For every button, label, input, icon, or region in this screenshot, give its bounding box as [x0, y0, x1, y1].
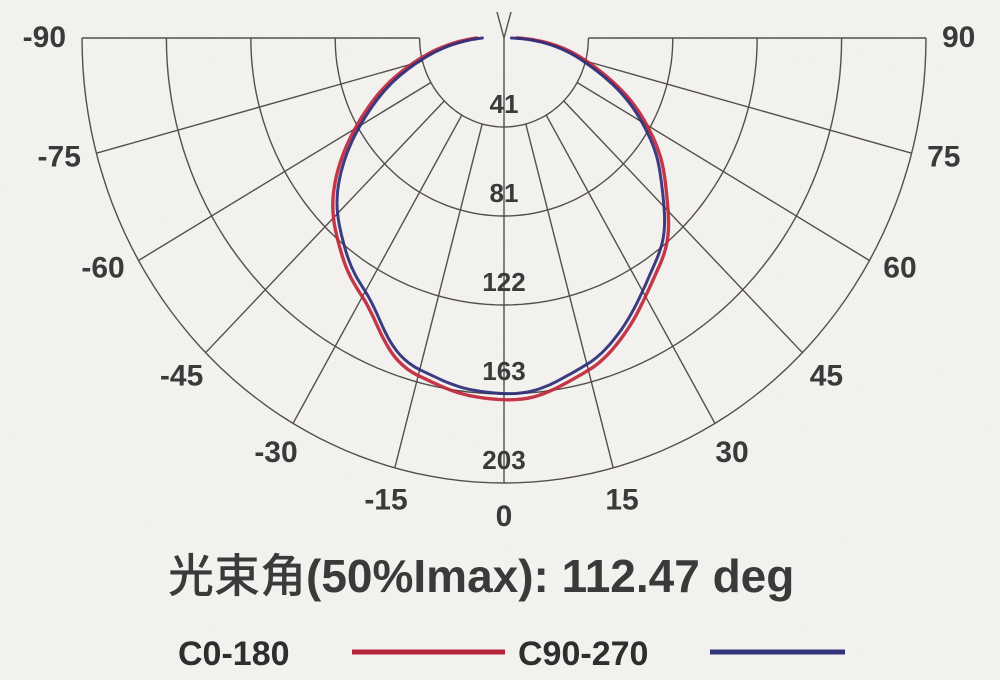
svg-text:122: 122 — [482, 267, 525, 297]
svg-text:-30: -30 — [254, 436, 297, 469]
svg-text:-15: -15 — [364, 484, 407, 517]
svg-text:C0-180: C0-180 — [178, 635, 290, 673]
svg-text:C90-270: C90-270 — [518, 635, 648, 673]
svg-text:163: 163 — [482, 356, 525, 386]
svg-text:30: 30 — [715, 436, 748, 469]
svg-text:60: 60 — [883, 252, 916, 285]
svg-text:81: 81 — [490, 178, 519, 208]
svg-text:203: 203 — [482, 445, 525, 475]
svg-text:-75: -75 — [38, 140, 81, 173]
svg-text:75: 75 — [927, 140, 960, 173]
svg-text:-90: -90 — [23, 21, 66, 54]
svg-text:-60: -60 — [81, 252, 124, 285]
svg-text:-45: -45 — [160, 360, 203, 393]
svg-text:90: 90 — [942, 21, 975, 54]
svg-text:0: 0 — [496, 500, 513, 533]
svg-text:光束角(50%Imax): 112.47 deg: 光束角(50%Imax): 112.47 deg — [168, 540, 794, 606]
svg-text:41: 41 — [490, 89, 519, 119]
svg-text:15: 15 — [605, 484, 638, 517]
svg-text:45: 45 — [810, 360, 843, 393]
